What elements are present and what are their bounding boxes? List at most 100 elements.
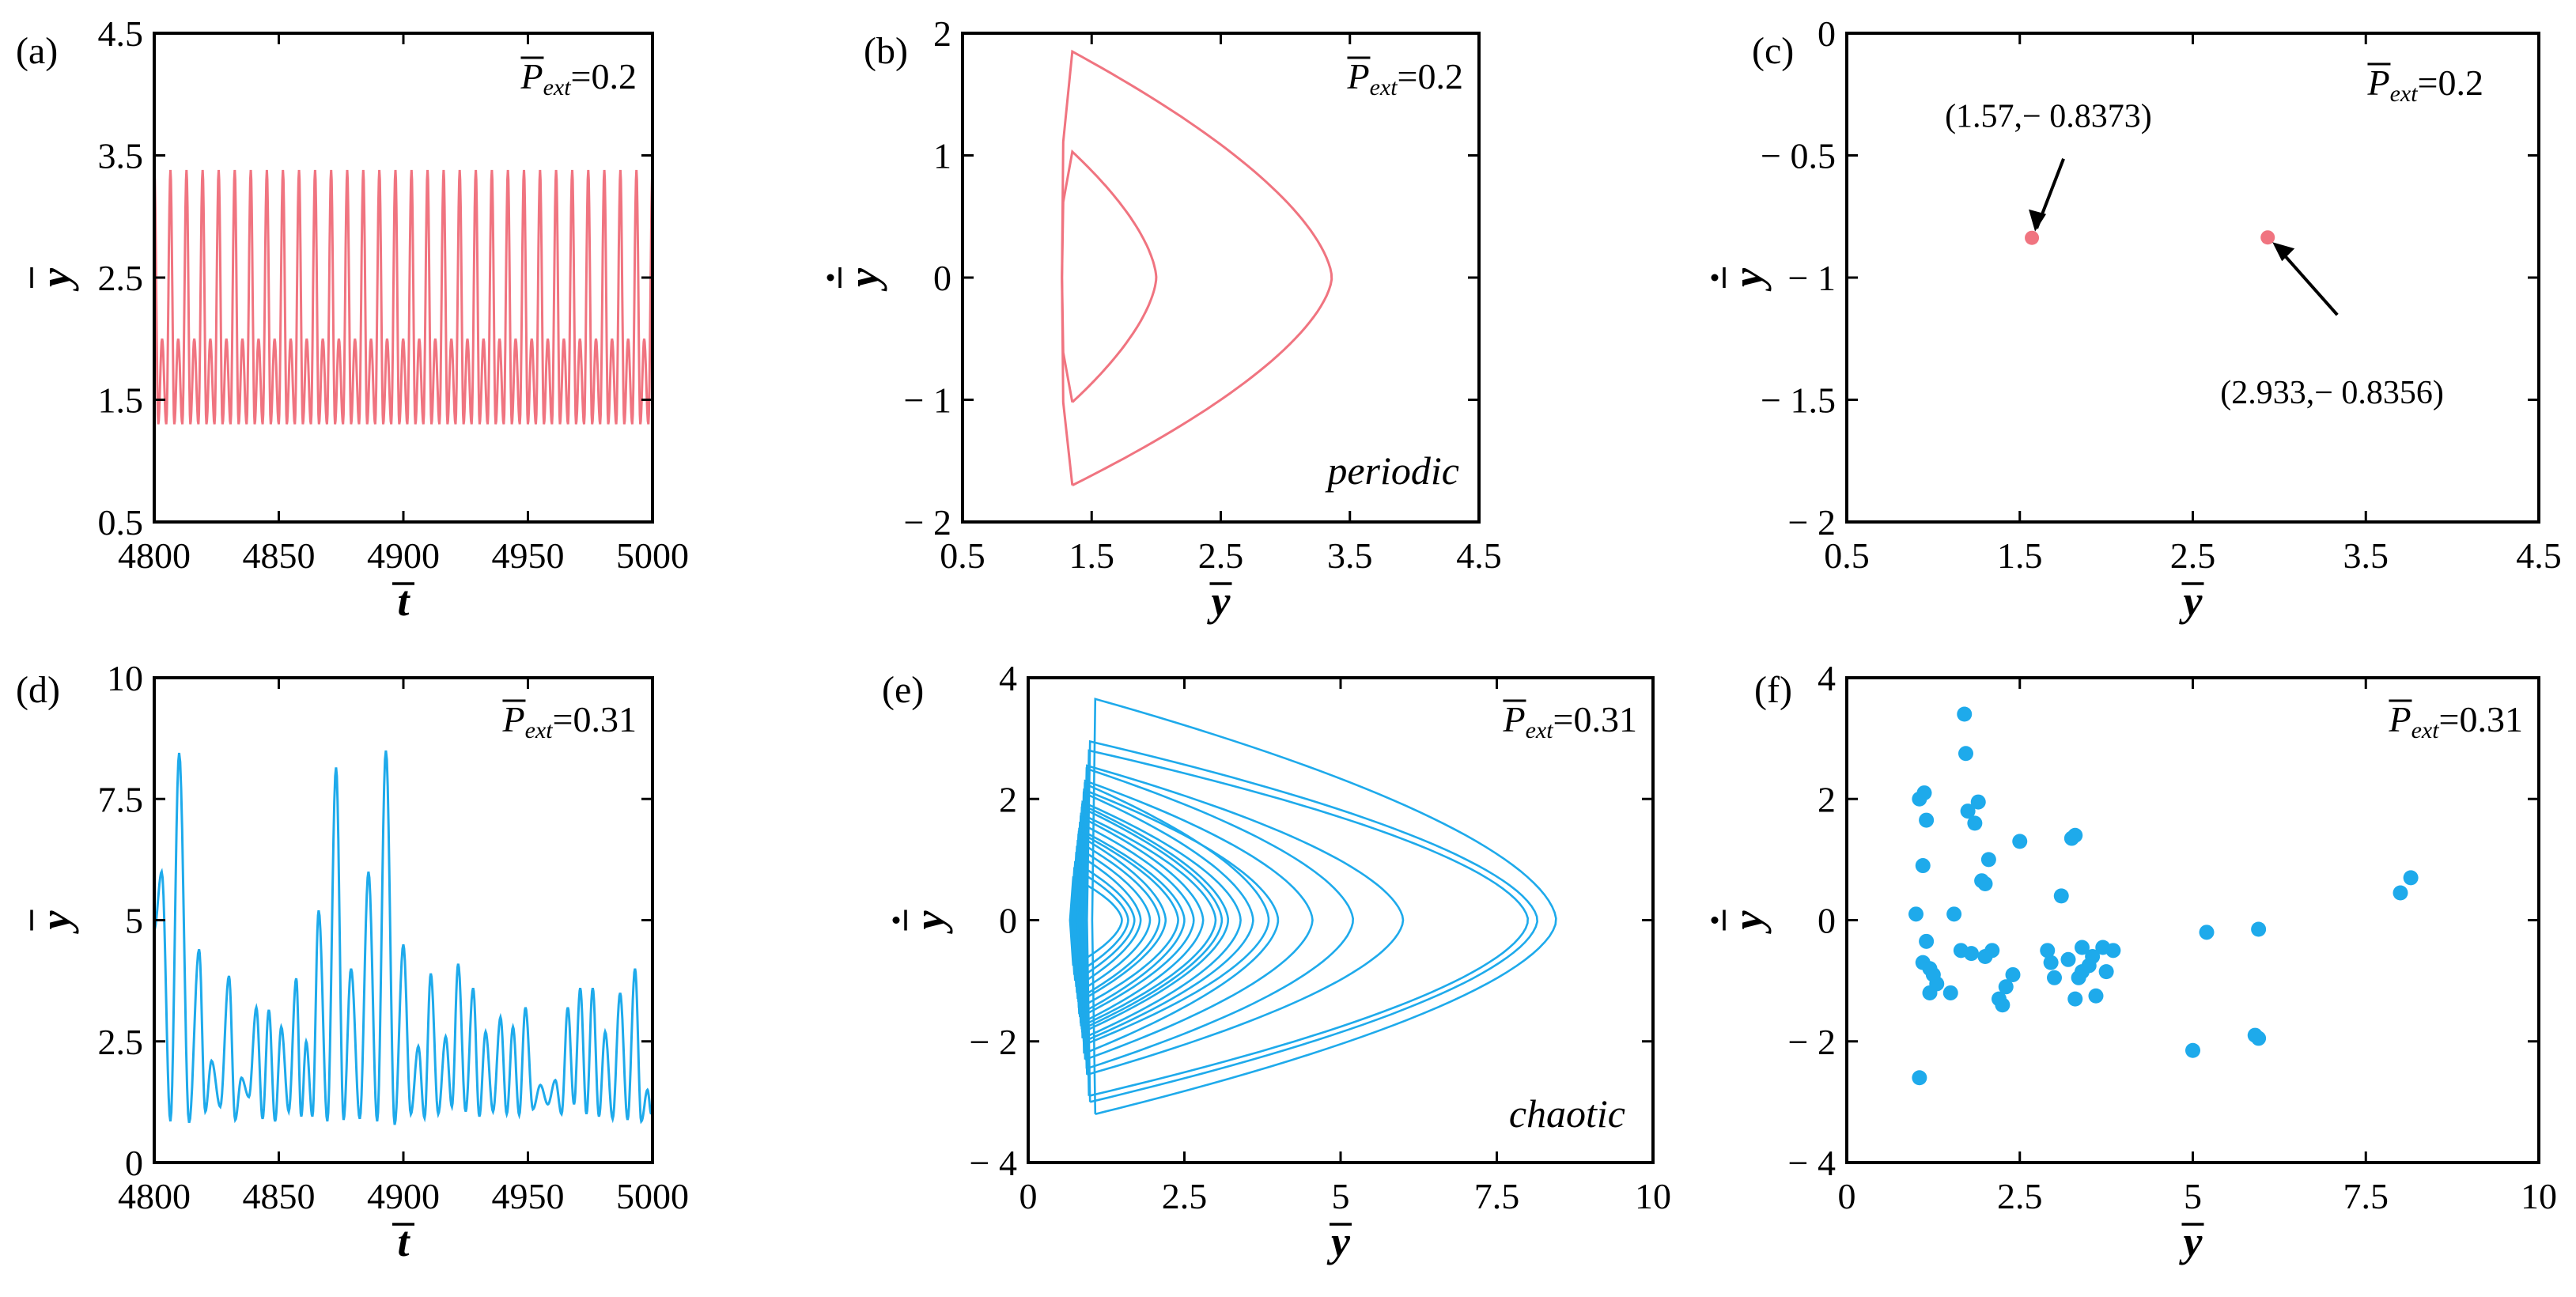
orbit-loop xyxy=(1085,739,1539,1103)
poincare-point xyxy=(1998,979,2014,995)
orbit-loop xyxy=(1075,827,1186,1015)
poincare-point xyxy=(2251,921,2267,937)
poincare-point xyxy=(2098,964,2114,980)
y-label-dot xyxy=(1711,917,1719,924)
y-tick-label: 0 xyxy=(125,1143,143,1183)
x-tick-label: 0.5 xyxy=(1824,535,1870,576)
orbit-line xyxy=(1061,149,1158,403)
x-tick-label: 1.5 xyxy=(1069,535,1115,576)
y-tick-label: 4 xyxy=(1818,658,1836,698)
orbit-loop xyxy=(1077,806,1224,1030)
poincare-point xyxy=(2040,943,2056,959)
poincare-point xyxy=(2047,970,2062,985)
poincare-point xyxy=(2043,955,2059,970)
poincare-point xyxy=(1970,794,1986,810)
axes-frame xyxy=(153,676,654,1164)
y-axis-label: y xyxy=(906,909,953,934)
y-tick-label: − 2 xyxy=(904,502,951,543)
y-axis-label: y xyxy=(1724,909,1772,934)
poincare-point xyxy=(1957,706,1973,722)
poincare-point xyxy=(2403,870,2419,886)
y-tick-label: 10 xyxy=(107,658,143,698)
plot-area xyxy=(1069,698,1557,1115)
orbit-loop xyxy=(1080,782,1270,1046)
y-tick-label: 5 xyxy=(125,901,143,941)
parameter-label: Pext=0.2 xyxy=(1346,56,1463,100)
x-tick-label: 4.5 xyxy=(1456,535,1502,576)
y-axis-label: y xyxy=(840,267,887,292)
x-tick-label: 0.5 xyxy=(940,535,985,576)
y-axis-label-group: y xyxy=(1711,909,1772,934)
y-tick-label: − 0.5 xyxy=(1761,136,1836,176)
x-tick-label: 5000 xyxy=(616,1176,689,1216)
y-axis-label-group: y xyxy=(30,267,79,292)
poincare-point xyxy=(1980,852,1996,868)
poincare-point xyxy=(1967,815,1983,831)
x-tick-label: 0 xyxy=(1838,1176,1856,1216)
y-label-dot xyxy=(1711,274,1719,282)
poincare-point xyxy=(1958,746,1973,762)
arrow-head xyxy=(2029,209,2047,232)
poincare-point xyxy=(1919,812,1935,828)
x-tick-label: 1.5 xyxy=(1997,535,2043,576)
annotation-label: (1.57,− 0.8373) xyxy=(1945,99,2152,135)
y-tick-label: 2 xyxy=(933,13,951,54)
panel-label: (e) xyxy=(882,669,924,711)
y-tick-label: 2.5 xyxy=(98,1022,144,1062)
y-tick-label: 0 xyxy=(1818,13,1836,54)
poincare-point xyxy=(1977,876,1993,892)
chart-panel-f: 0 2.5 5 7.5 10 − 4 − 2 0 2 4 y y (f) Pext=0.31 xyxy=(1711,658,2557,1265)
poincare-point xyxy=(2060,951,2076,967)
orbit-loop xyxy=(1073,839,1161,1000)
x-tick-label: 5000 xyxy=(616,535,689,576)
poincare-point xyxy=(1919,933,1935,949)
x-tick-label: 2.5 xyxy=(2170,535,2216,576)
panel-label: (a) xyxy=(16,30,58,72)
y-axis-label-group: y xyxy=(1711,267,1772,292)
poincare-point xyxy=(2075,940,2090,955)
orbit-loop xyxy=(1076,812,1217,1027)
x-tick-label: 2.5 xyxy=(1162,1176,1208,1216)
y-tick-label: 1.5 xyxy=(98,380,144,421)
x-tick-label: 7.5 xyxy=(2343,1176,2389,1216)
y-tick-label: − 2 xyxy=(970,1022,1017,1062)
x-tick-label: 10 xyxy=(2521,1176,2557,1216)
y-axis-label-group: y xyxy=(827,267,887,292)
poincare-point xyxy=(1964,946,1979,962)
parameter-label: Pext=0.2 xyxy=(520,56,637,100)
x-tick-label: 5 xyxy=(1332,1176,1350,1216)
orbit-loop xyxy=(1072,845,1152,994)
poincare-point xyxy=(2260,230,2275,245)
parameter-label: Pext=0.31 xyxy=(2388,699,2523,743)
x-tick-label: 5 xyxy=(2184,1176,2202,1216)
panel-label: (d) xyxy=(16,669,60,711)
orbit-loop xyxy=(1083,764,1405,1076)
poincare-point xyxy=(1960,804,1976,819)
series-line xyxy=(154,169,653,425)
y-tick-label: 2.5 xyxy=(98,258,144,298)
x-axis-label: y xyxy=(2179,1218,2203,1265)
x-tick-label: 4.5 xyxy=(2516,535,2562,576)
panel-label: (c) xyxy=(1752,30,1794,72)
poincare-point xyxy=(2105,943,2121,959)
y-tick-label: 2 xyxy=(999,779,1017,819)
panel-label: (b) xyxy=(864,30,908,72)
poincare-point xyxy=(2185,1042,2200,1058)
parameter-label: Pext=0.31 xyxy=(501,699,637,743)
chart-panel-c: (1.57,− 0.8373) (2.933,− 0.8356) 0.5 1.5 2.5… xyxy=(1711,13,2562,625)
y-tick-label: 0.5 xyxy=(98,502,144,543)
orbit-loop xyxy=(1082,767,1355,1070)
poincare-point xyxy=(2067,827,2083,843)
x-axis-label: t xyxy=(397,577,410,625)
orbit-loop xyxy=(1080,788,1280,1055)
x-tick-label: 3.5 xyxy=(2343,535,2389,576)
annotation-label: (2.933,− 0.8356) xyxy=(2220,375,2444,411)
parameter-label: Pext=0.31 xyxy=(1502,699,1637,743)
y-tick-label: − 2 xyxy=(1788,502,1836,543)
orbit-loop xyxy=(1070,867,1129,976)
plot-area xyxy=(1908,706,2419,1086)
poincare-point xyxy=(1977,948,1993,964)
poincare-point xyxy=(2199,925,2215,940)
poincare-point xyxy=(2251,1030,2267,1046)
x-tick-label: 2.5 xyxy=(1997,1176,2043,1216)
